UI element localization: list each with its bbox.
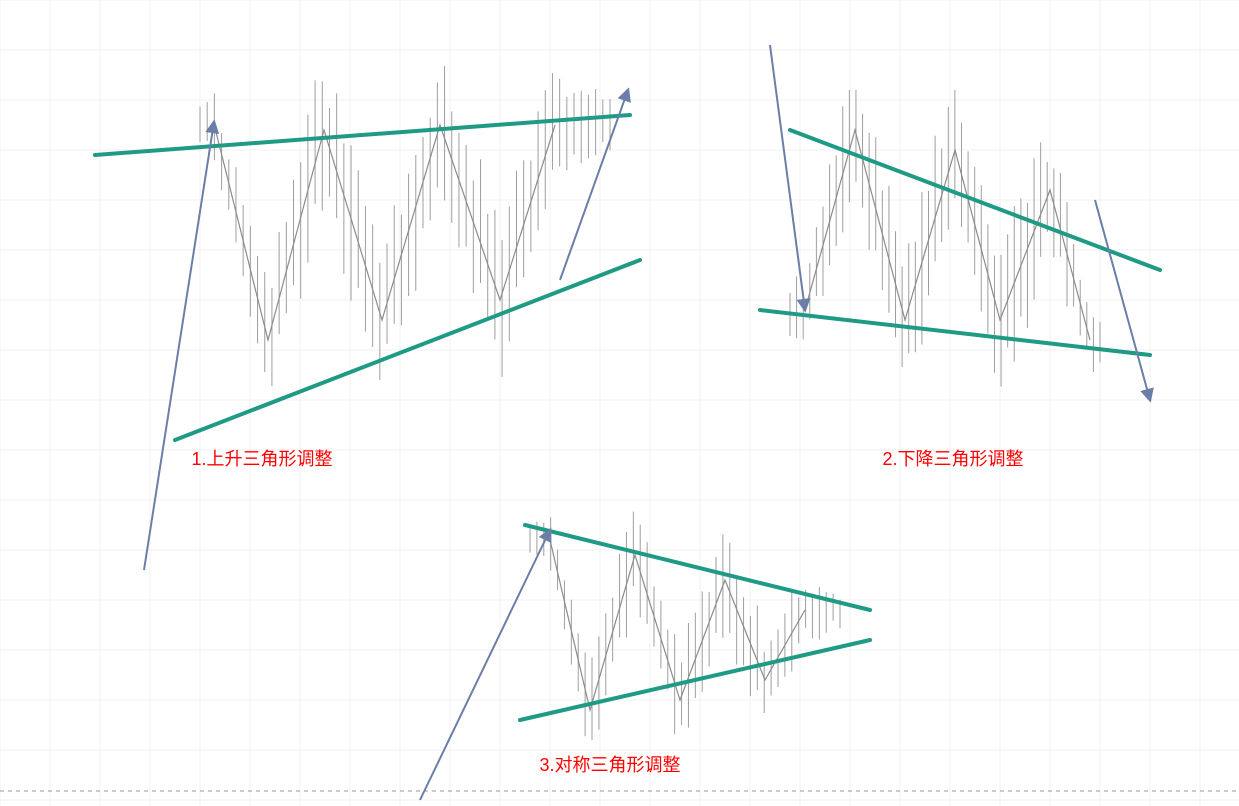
label-descending: 2.下降三角形调整	[882, 445, 1023, 471]
descending-zigzag	[805, 130, 1090, 340]
symmetric-arrow-0	[420, 530, 550, 800]
label-ascending: 1.上升三角形调整	[191, 445, 332, 471]
label-symmetric: 3.对称三角形调整	[539, 751, 680, 777]
descending-trendline-1	[760, 310, 1150, 355]
chart-canvas: 1.上升三角形调整 2.下降三角形调整 3.对称三角形调整	[0, 0, 1239, 806]
grid	[0, 0, 1239, 806]
ascending-arrow-0	[144, 122, 214, 570]
ascending-candles	[200, 66, 610, 386]
chart-svg	[0, 0, 1239, 806]
symmetric-trendline-0	[525, 525, 870, 610]
